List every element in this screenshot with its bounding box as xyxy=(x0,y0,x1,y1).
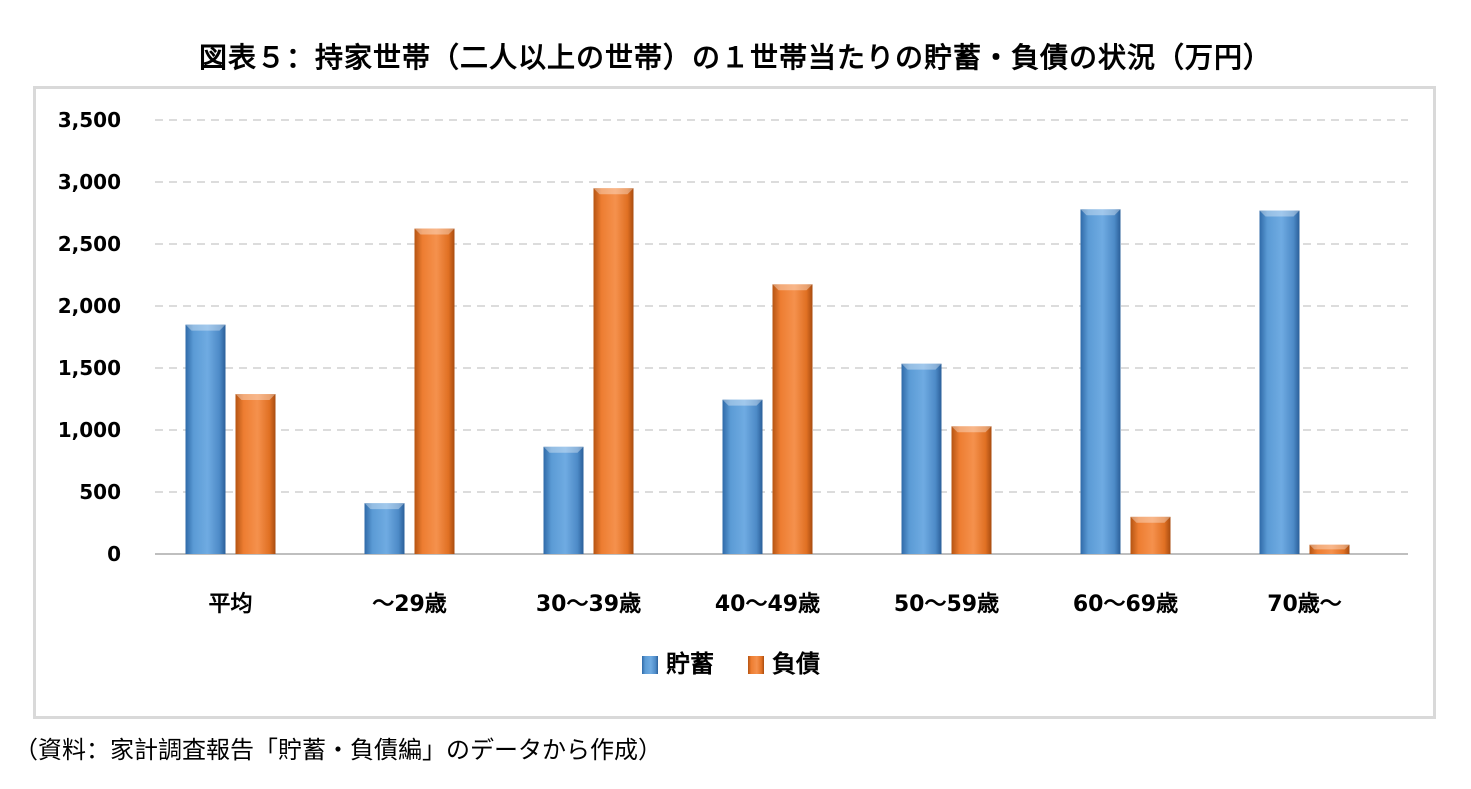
bar-top-bevel xyxy=(364,503,405,510)
bar-top-bevel xyxy=(1309,544,1350,550)
bar-debt xyxy=(772,284,813,554)
x-category-label: 70歳～ xyxy=(1267,592,1342,617)
x-category-label: 30～39歳 xyxy=(536,592,641,617)
x-category-label: 平均 xyxy=(208,591,252,617)
bar-top-bevel xyxy=(772,284,813,291)
bar-top-bevel xyxy=(722,399,763,406)
bar-top-bevel xyxy=(543,446,584,453)
bar-debt xyxy=(1130,516,1171,554)
y-tick-label: 1,000 xyxy=(58,418,121,442)
y-tick-label: 2,000 xyxy=(58,294,121,318)
bar-debt xyxy=(414,228,455,554)
x-category-label: 60～69歳 xyxy=(1073,592,1178,617)
y-tick-label: 0 xyxy=(107,542,121,566)
y-tick-label: 2,500 xyxy=(58,232,121,256)
bar-debt xyxy=(1309,544,1350,554)
bar-top-bevel xyxy=(593,188,634,195)
bar-top-bevel xyxy=(951,426,992,433)
bar-savings xyxy=(364,503,405,554)
legend-label-savings: 貯蓄 xyxy=(666,650,714,678)
bar-top-bevel xyxy=(414,228,455,235)
legend-label-debt: 負債 xyxy=(772,650,820,678)
bar-debt xyxy=(951,426,992,554)
bar-debt xyxy=(593,188,634,554)
bar-top-bevel xyxy=(235,394,276,401)
bar-top-bevel xyxy=(1259,210,1300,217)
y-tick-label: 1,500 xyxy=(58,356,121,380)
bar-top-bevel xyxy=(1080,209,1121,216)
bar-savings xyxy=(185,324,226,554)
y-tick-label: 500 xyxy=(79,480,121,504)
bar-debt xyxy=(235,394,276,554)
bar-savings xyxy=(1080,209,1121,554)
chart-title: 図表５：持家世帯（二人以上の世帯）の１世帯当たりの貯蓄・負債の状況（万円） xyxy=(198,41,1272,74)
bar-savings xyxy=(901,363,942,554)
x-category-label: ～29歳 xyxy=(372,592,447,617)
y-tick-label: 3,000 xyxy=(58,170,121,194)
bar-top-bevel xyxy=(1130,516,1171,523)
bar-top-bevel xyxy=(901,363,942,370)
bar-savings xyxy=(1259,210,1300,554)
x-category-label: 50～59歳 xyxy=(894,592,999,617)
y-tick-label: 3,500 xyxy=(58,108,121,132)
bar-savings xyxy=(722,399,763,554)
legend-swatch-savings xyxy=(642,656,658,674)
source-note: （資料：家計調査報告「貯蓄・負債編」のデータから作成） xyxy=(14,736,662,764)
x-category-label: 40～49歳 xyxy=(715,592,820,617)
legend-swatch-debt xyxy=(748,656,764,674)
bar-savings xyxy=(543,446,584,554)
bar-top-bevel xyxy=(185,324,226,331)
